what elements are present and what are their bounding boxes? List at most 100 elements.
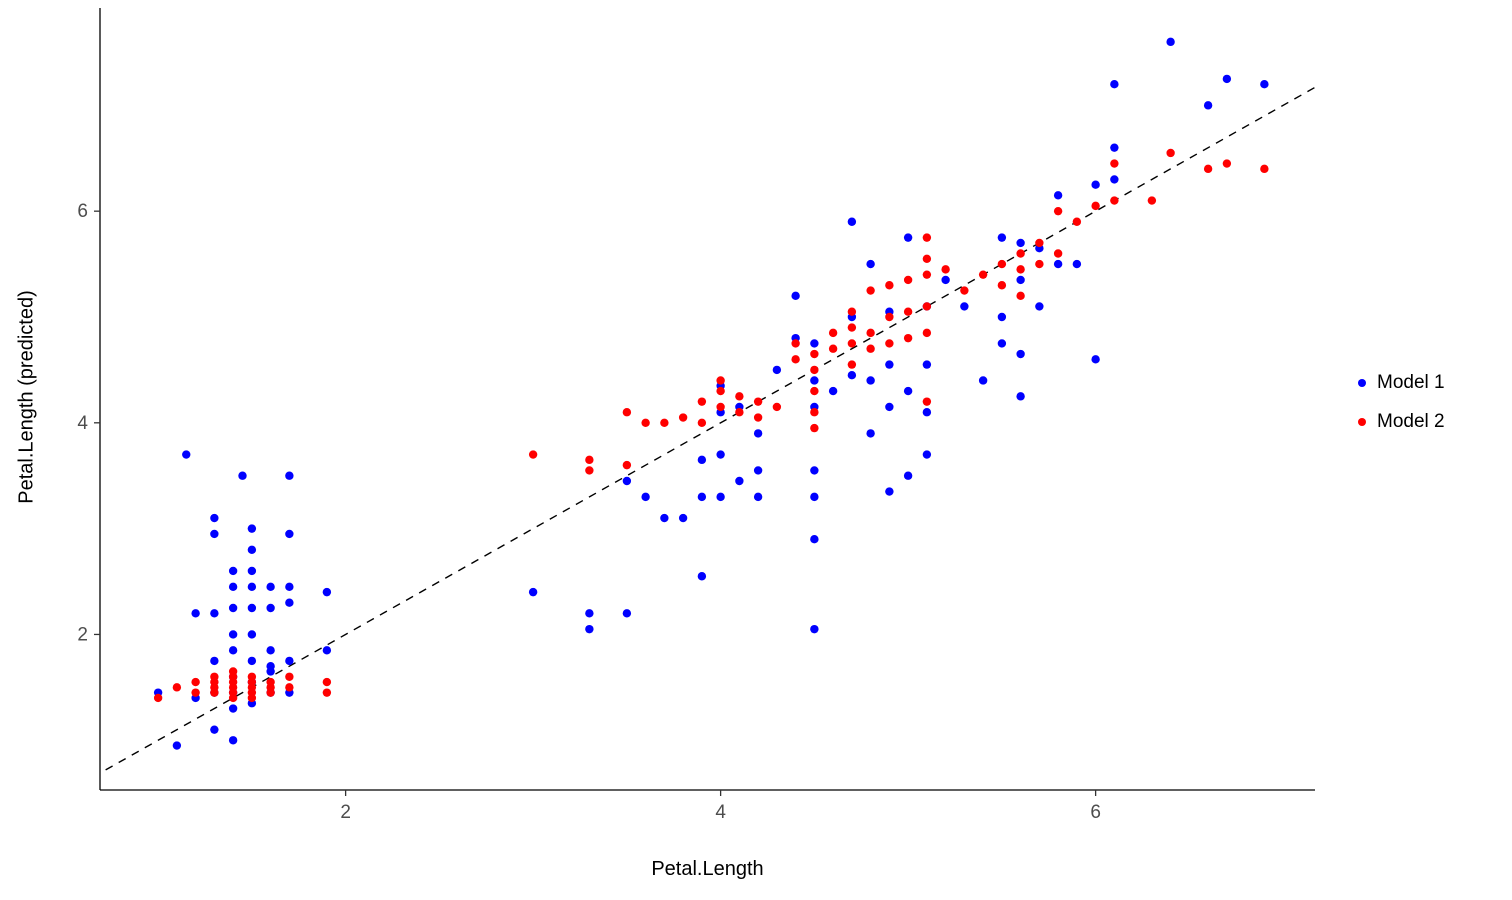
x-axis-title: Petal.Length	[651, 858, 764, 880]
data-point-model-1	[716, 492, 725, 502]
data-point-model-1	[210, 656, 219, 666]
data-point-model-1	[228, 566, 238, 576]
data-point-model-2	[753, 413, 763, 422]
data-point-model-2	[978, 270, 988, 279]
data-point-model-2	[622, 460, 632, 470]
data-point-model-1	[191, 609, 200, 618]
data-point-model-1	[247, 524, 257, 533]
data-point-model-2	[847, 307, 857, 316]
data-point-model-2	[697, 397, 707, 406]
data-point-model-1	[978, 376, 988, 385]
data-point-model-2	[1222, 159, 1232, 168]
data-point-model-2	[1016, 249, 1025, 258]
data-point-model-2	[885, 312, 894, 322]
data-point-model-1	[922, 450, 932, 459]
data-point-model-1	[903, 386, 913, 396]
data-point-model-1	[885, 402, 894, 412]
data-point-model-1	[266, 646, 275, 655]
data-point-model-2	[810, 365, 819, 375]
data-point-model-2	[791, 355, 800, 364]
data-point-model-2	[810, 423, 819, 433]
data-point-model-2	[322, 677, 332, 687]
data-point-model-2	[941, 265, 950, 274]
data-point-model-2	[1016, 265, 1025, 274]
data-point-model-1	[1053, 259, 1063, 269]
data-point-model-1	[922, 408, 932, 417]
data-point-model-1	[828, 386, 838, 396]
data-point-model-1	[228, 736, 238, 745]
data-point-model-2	[322, 688, 332, 697]
data-point-model-1	[1091, 180, 1100, 189]
data-point-model-2	[903, 275, 913, 285]
data-point-model-1	[585, 624, 594, 634]
data-point-model-1	[847, 217, 857, 226]
data-point-model-1	[866, 376, 875, 385]
data-point-model-2	[210, 672, 219, 681]
data-point-model-1	[810, 492, 819, 502]
data-point-model-1	[1016, 349, 1025, 359]
data-point-model-2	[866, 344, 875, 353]
data-point-model-1	[903, 471, 913, 480]
data-point-model-1	[753, 492, 763, 502]
data-point-model-1	[228, 704, 238, 713]
data-point-model-2	[191, 677, 200, 687]
data-point-model-1	[247, 582, 257, 592]
data-point-model-2	[1203, 164, 1213, 174]
data-point-model-2	[191, 688, 200, 697]
legend-label-model-2: Model 2	[1377, 411, 1445, 432]
data-point-model-2	[266, 677, 275, 687]
data-point-model-2	[1260, 164, 1269, 174]
data-point-model-2	[1072, 217, 1082, 226]
data-point-model-2	[172, 683, 182, 692]
model-2-point-marker-icon	[1358, 418, 1366, 426]
data-point-model-1	[753, 429, 763, 438]
data-point-model-2	[772, 402, 782, 412]
x-tick-label: 4	[715, 802, 726, 823]
data-point-model-1	[228, 646, 238, 655]
data-point-model-2	[228, 667, 238, 676]
data-point-model-2	[922, 328, 932, 338]
data-point-model-1	[210, 725, 219, 734]
data-point-model-1	[960, 302, 969, 311]
data-point-model-2	[1016, 291, 1025, 301]
data-point-model-1	[716, 450, 725, 459]
data-point-model-2	[997, 281, 1007, 290]
data-point-model-2	[922, 397, 932, 406]
data-point-model-1	[1053, 191, 1063, 200]
data-point-model-1	[585, 609, 594, 618]
data-point-model-1	[1072, 259, 1082, 269]
data-point-model-1	[791, 291, 800, 301]
identity-reference-line	[105, 86, 1316, 771]
data-point-model-2	[1053, 249, 1063, 258]
data-point-model-1	[735, 476, 744, 486]
data-point-model-2	[753, 397, 763, 406]
data-point-model-2	[810, 386, 819, 396]
data-point-model-1	[810, 535, 819, 544]
data-point-model-1	[285, 471, 294, 480]
data-point-model-1	[285, 656, 294, 666]
data-point-model-2	[247, 672, 257, 681]
data-point-model-2	[285, 672, 294, 681]
data-point-model-1	[810, 339, 819, 348]
x-tick-label: 6	[1090, 802, 1101, 823]
data-point-model-2	[885, 339, 894, 348]
data-point-model-1	[1035, 302, 1044, 311]
data-point-model-2	[735, 392, 744, 401]
y-axis-title: Petal.Length (predicted)	[15, 290, 38, 504]
data-point-model-1	[622, 476, 632, 486]
data-point-model-1	[322, 587, 332, 597]
data-point-model-1	[1260, 79, 1269, 89]
data-point-model-1	[1222, 74, 1232, 84]
data-point-model-2	[1053, 206, 1063, 216]
data-point-model-1	[285, 529, 294, 539]
data-point-model-1	[941, 275, 950, 285]
data-point-model-2	[716, 402, 725, 412]
data-point-model-1	[182, 450, 191, 459]
data-point-model-2	[997, 259, 1007, 269]
data-point-model-1	[172, 741, 182, 750]
data-point-model-1	[247, 603, 257, 613]
data-point-model-1	[1016, 238, 1025, 248]
data-point-model-2	[903, 333, 913, 343]
